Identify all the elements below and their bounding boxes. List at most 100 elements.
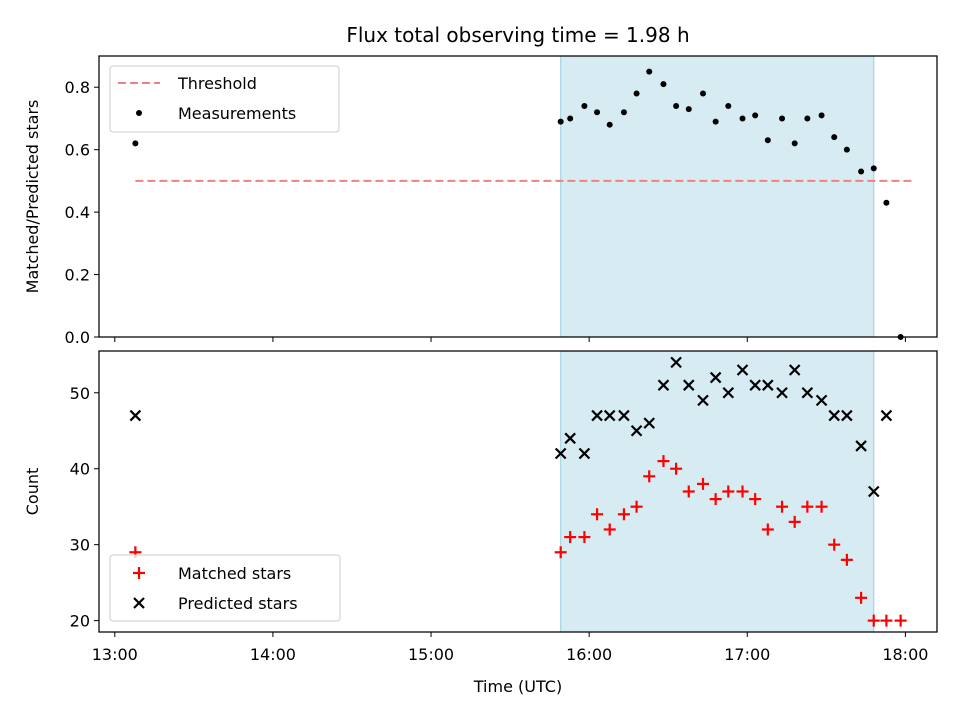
- count-legend-box: [109, 554, 341, 622]
- predicted-star-point-11: [682, 379, 695, 391]
- matched-star-point-10: [670, 462, 683, 475]
- x-tick-label-5: 18:00: [882, 645, 928, 664]
- predicted-star-point-15: [736, 364, 749, 376]
- measurement-point-24: [858, 168, 865, 175]
- ratio-y-axis-label: Matched/Predicted stars: [23, 100, 42, 294]
- x-tick-label-3: 16:00: [566, 645, 612, 664]
- matched-star-points: [129, 455, 907, 627]
- matched-star-point-14: [722, 485, 735, 498]
- matched-star-point-23: [840, 553, 853, 566]
- measurement-point-3: [581, 102, 588, 109]
- predicted-star-point-14: [722, 386, 735, 399]
- predicted-star-point-7: [630, 424, 643, 437]
- measurement-point-16: [752, 112, 759, 119]
- predicted-star-point-12: [697, 394, 709, 407]
- y-tick-label-bottom-1: 30: [70, 536, 90, 555]
- count-x-ticks: 13:00 14:00 15:00 16:00 17:00 18:00: [92, 632, 928, 664]
- measurement-points: [132, 68, 904, 340]
- measurement-point-14: [725, 102, 732, 109]
- chart-title: Flux total observing time = 1.98 h: [346, 23, 689, 47]
- y-tick-label-top-4: 0.8: [65, 78, 90, 97]
- measurement-point-7: [633, 90, 640, 97]
- ratio-x-ticks: [114, 337, 906, 342]
- x-tick-label-2: 15:00: [408, 645, 454, 664]
- predicted-star-point-6: [618, 409, 630, 422]
- predicted-star-point-3: [578, 447, 591, 460]
- measurement-point-10: [673, 102, 680, 109]
- matched-star-point-3: [578, 531, 591, 544]
- predicted-star-point-16: [749, 379, 761, 391]
- y-tick-label-top-1: 0.2: [65, 266, 90, 285]
- measurement-point-23: [843, 146, 850, 153]
- matched-star-point-13: [709, 493, 722, 506]
- matched-star-point-15: [736, 485, 749, 498]
- matched-star-point-7: [630, 500, 643, 513]
- measurement-point-21: [818, 112, 825, 119]
- legend-predicted-swatch: [133, 597, 145, 609]
- legend-predicted-label: Predicted stars: [178, 594, 298, 613]
- y-tick-label-bottom-0: 20: [70, 612, 90, 631]
- predicted-star-point-10: [670, 356, 682, 369]
- matched-star-point-22: [828, 538, 841, 551]
- predicted-star-point-8: [643, 417, 656, 429]
- predicted-star-point-19: [788, 364, 801, 376]
- matched-star-point-2: [564, 531, 577, 544]
- matched-star-point-24: [855, 591, 868, 604]
- count-legend: Matched stars Predicted stars: [109, 554, 341, 622]
- matched-star-point-9: [657, 455, 670, 468]
- predicted-star-points: [129, 356, 893, 498]
- y-tick-label-bottom-3: 50: [70, 384, 90, 403]
- measurement-point-1: [557, 118, 564, 125]
- measurement-point-22: [831, 134, 838, 141]
- matched-star-point-19: [788, 515, 801, 528]
- predicted-star-point-21: [815, 394, 828, 407]
- predicted-star-point-9: [657, 379, 670, 391]
- measurement-point-18: [779, 115, 786, 122]
- predicted-star-point-0: [129, 409, 142, 422]
- measurement-point-9: [660, 81, 667, 88]
- matched-star-point-4: [591, 508, 604, 521]
- count-panel-frame: [98, 350, 938, 633]
- legend-threshold-label: Threshold: [177, 74, 257, 93]
- matched-star-point-26: [880, 614, 893, 627]
- predicted-star-point-17: [762, 379, 774, 391]
- predicted-star-point-18: [776, 386, 788, 399]
- ratio-panel: 0.00.20.40.60.8 Matched/Predicted stars …: [23, 55, 938, 347]
- matched-star-point-18: [776, 500, 789, 513]
- predicted-star-point-20: [801, 386, 814, 399]
- measurement-point-25: [870, 165, 877, 172]
- matched-star-point-16: [749, 493, 762, 506]
- ratio-panel-observing-span: [560, 55, 875, 338]
- ratio-legend-box: [109, 65, 340, 133]
- predicted-star-point-22: [828, 409, 841, 422]
- x-axis-label: Time (UTC): [473, 677, 562, 696]
- matched-star-point-6: [617, 508, 630, 521]
- measurement-point-6: [620, 109, 627, 116]
- measurement-point-2: [567, 115, 574, 122]
- measurement-point-26: [883, 199, 890, 206]
- matched-star-point-5: [603, 523, 616, 536]
- predicted-star-point-5: [603, 409, 616, 422]
- legend-measurements-label: Measurements: [178, 104, 296, 123]
- measurement-point-20: [804, 115, 811, 122]
- measurement-point-5: [606, 121, 613, 128]
- matched-star-point-11: [682, 485, 695, 498]
- predicted-star-point-26: [880, 409, 893, 422]
- count-panel-observing-span: [560, 350, 875, 633]
- count-y-ticks: 20 30 40 50: [70, 384, 99, 631]
- predicted-star-point-1: [554, 447, 567, 460]
- measurement-point-12: [699, 90, 706, 97]
- matched-star-point-25: [867, 614, 880, 627]
- matched-star-point-8: [643, 470, 656, 483]
- y-tick-label-bottom-2: 40: [70, 460, 90, 479]
- ratio-y-ticks: 0.0 0.2 0.4 0.6 0.8: [65, 78, 99, 347]
- matched-star-point-27: [894, 614, 907, 627]
- predicted-star-point-4: [591, 409, 603, 422]
- count-y-axis-label: Count: [23, 468, 42, 516]
- matched-star-point-1: [554, 546, 567, 559]
- measurement-point-8: [646, 68, 653, 75]
- legend-matched-swatch: [133, 567, 145, 579]
- measurement-point-19: [791, 140, 798, 147]
